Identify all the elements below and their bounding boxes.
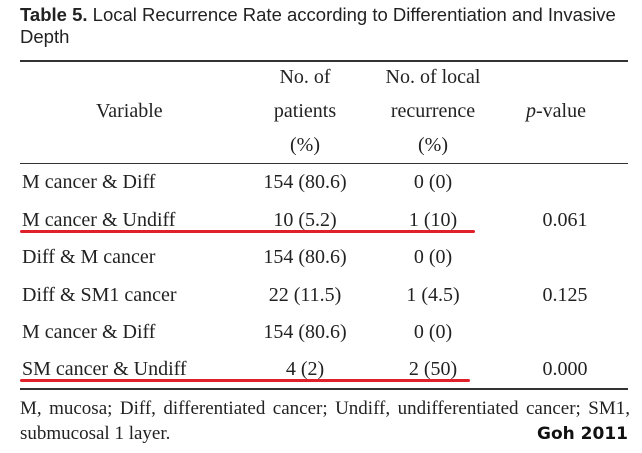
header-patients-line3: (%) xyxy=(290,134,320,156)
row-4-recurrence: 1 (4.5) xyxy=(406,284,460,306)
row-2-variable: M cancer & Undiff xyxy=(22,209,176,231)
row-3-recurrence: 0 (0) xyxy=(413,246,453,268)
row-2-pvalue: 0.061 xyxy=(542,209,588,231)
highlight-underline-row-6 xyxy=(20,379,470,382)
table-footnote: M, mucosa; Diff, differentiated cancer; … xyxy=(20,398,630,444)
header-recurrence-line3: (%) xyxy=(418,134,448,156)
row-5-variable: M cancer & Diff xyxy=(22,321,156,343)
row-4-variable: Diff & SM1 cancer xyxy=(22,284,177,306)
bottom-rule xyxy=(20,388,628,390)
header-variable: Variable xyxy=(96,100,163,122)
header-patients-line1: No. of xyxy=(279,66,331,88)
row-6-recurrence: 2 (50) xyxy=(408,358,458,380)
row-5-patients: 154 (80.6) xyxy=(263,321,347,343)
row-1-recurrence: 0 (0) xyxy=(413,171,453,193)
caption-text: Local Recurrence Rate according to Diffe… xyxy=(20,4,616,47)
header-patients-line2: patients xyxy=(273,100,337,122)
table-caption: Table 5. Local Recurrence Rate according… xyxy=(20,4,630,48)
top-rule xyxy=(20,60,628,62)
header-recurrence-line2: recurrence xyxy=(390,100,476,122)
source-credit: Goh 2011 xyxy=(537,424,628,444)
header-recurrence-line1: No. of local xyxy=(385,66,481,88)
row-6-pvalue: 0.000 xyxy=(542,358,588,380)
row-1-patients: 154 (80.6) xyxy=(263,171,347,193)
row-4-patients: 22 (11.5) xyxy=(268,284,342,306)
header-pvalue: p-value xyxy=(526,99,586,123)
header-pvalue-italic: p xyxy=(526,100,536,122)
row-2-recurrence: 1 (10) xyxy=(408,209,458,231)
row-4-pvalue: 0.125 xyxy=(542,284,588,306)
row-2-patients: 10 (5.2) xyxy=(273,209,337,231)
row-1-variable: M cancer & Diff xyxy=(22,171,156,193)
header-pvalue-rest: -value xyxy=(536,100,586,122)
caption-label: Table 5. xyxy=(20,4,88,25)
row-6-variable: SM cancer & Undiff xyxy=(22,358,187,380)
row-3-patients: 154 (80.6) xyxy=(263,246,347,268)
highlight-underline-row-2 xyxy=(20,230,475,233)
row-5-recurrence: 0 (0) xyxy=(413,321,453,343)
row-6-patients: 4 (2) xyxy=(285,358,325,380)
header-rule xyxy=(20,163,628,164)
row-3-variable: Diff & M cancer xyxy=(22,246,156,268)
